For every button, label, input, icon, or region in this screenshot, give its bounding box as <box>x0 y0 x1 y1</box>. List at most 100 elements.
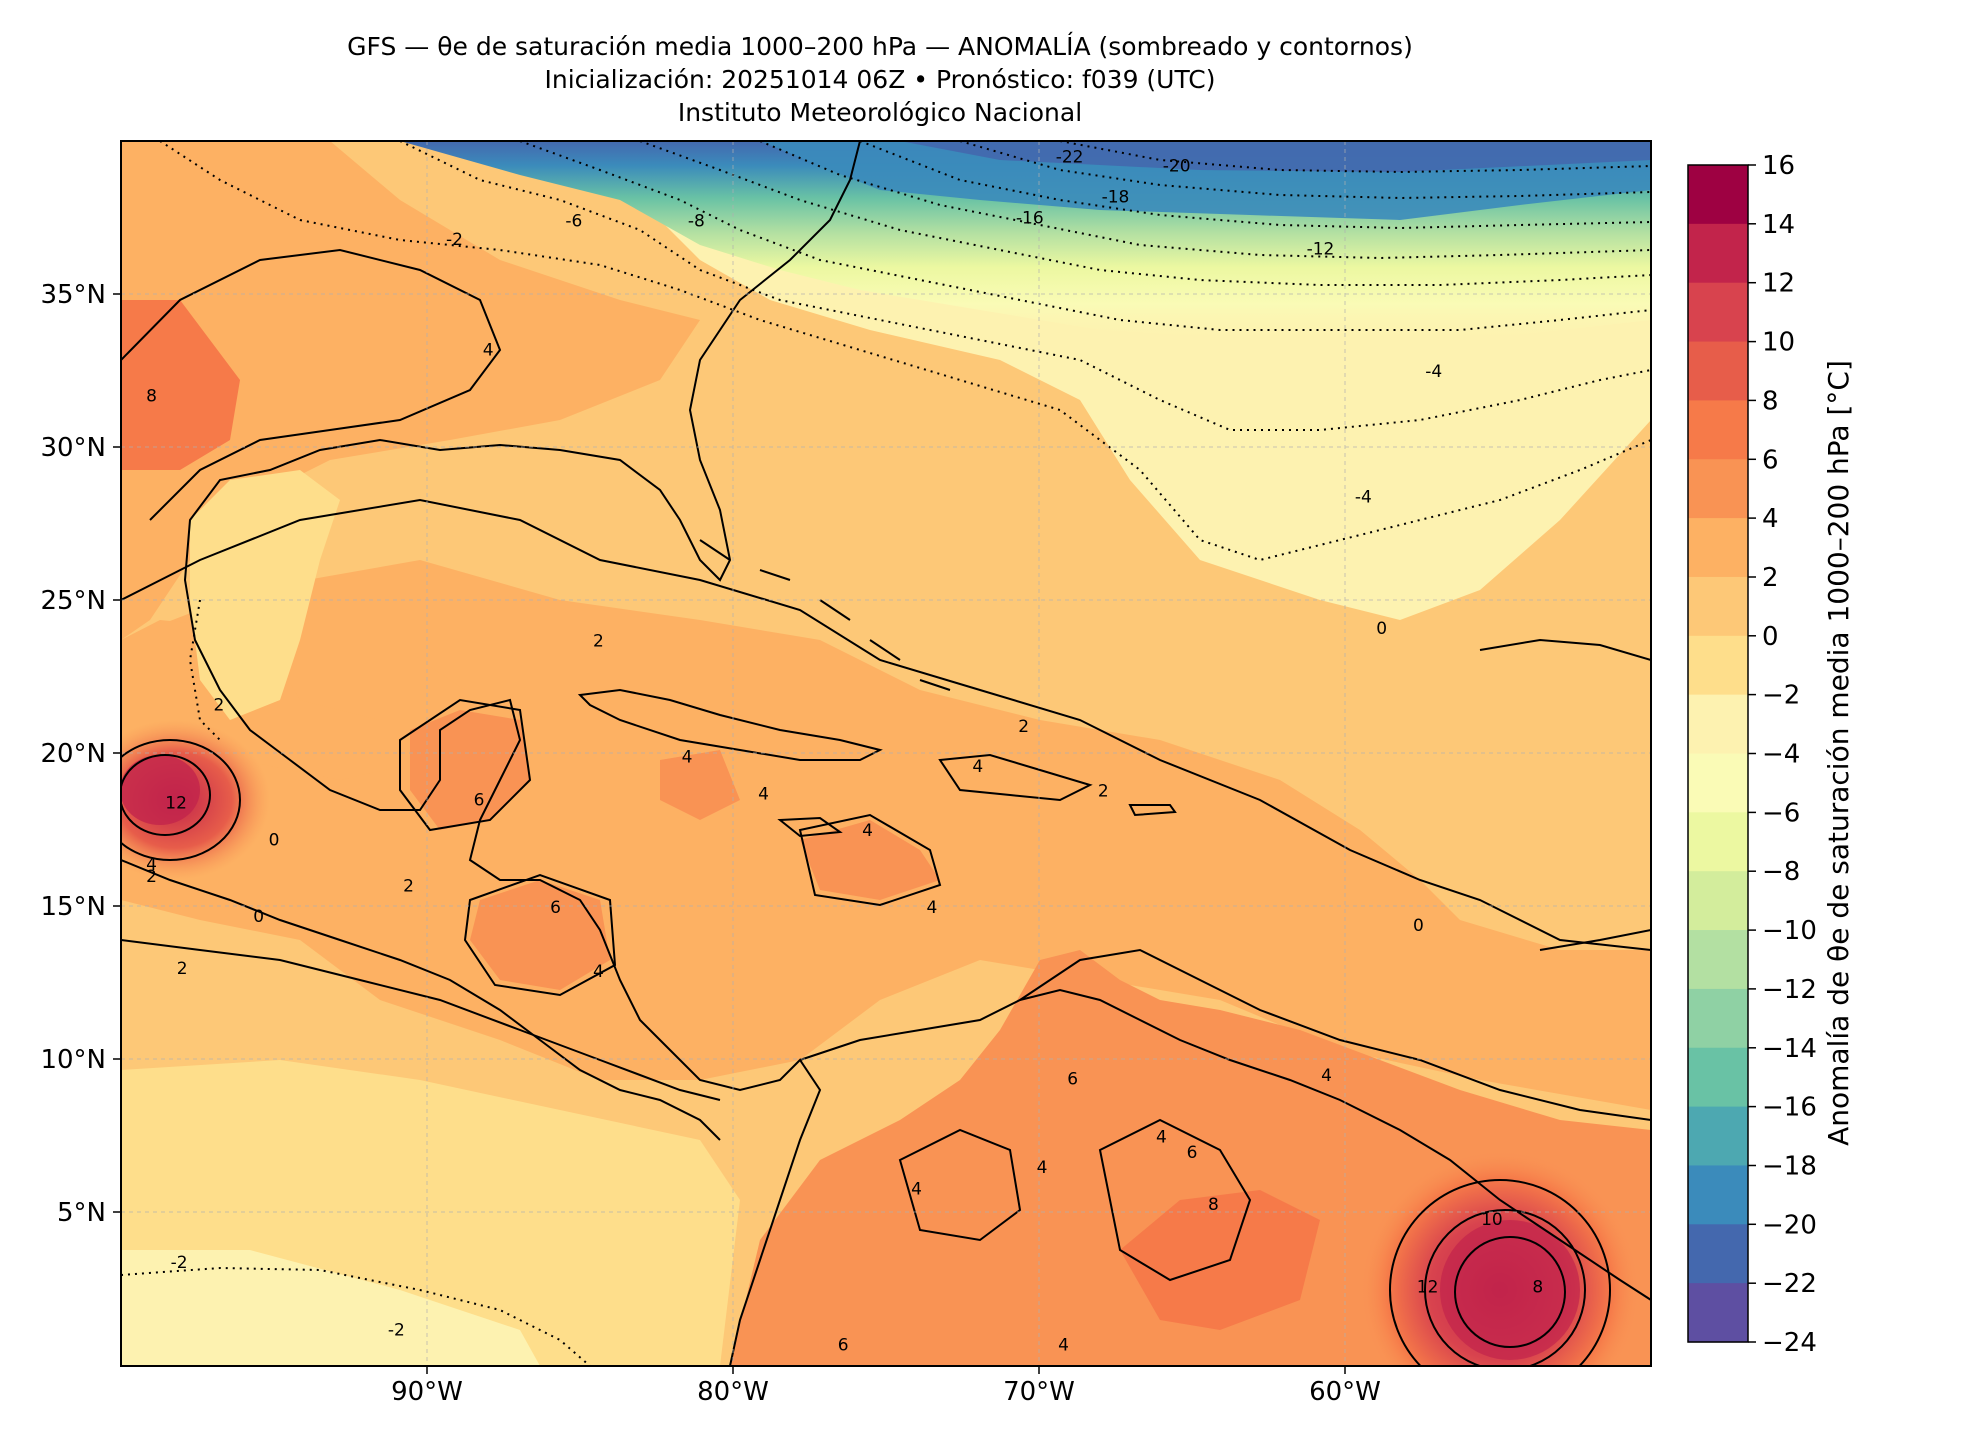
contour-label: 6 <box>1187 1143 1198 1163</box>
colorbar-tick-label: −14 <box>1762 1034 1817 1064</box>
contour-label: 0 <box>1413 916 1424 936</box>
contour-label: 4 <box>758 784 769 804</box>
colorbar-bin <box>1688 518 1748 578</box>
colorbar-bin <box>1688 871 1748 931</box>
x-tick-label: 90°W <box>391 1377 463 1407</box>
colorbar-bin <box>1688 282 1748 343</box>
colorbar-tick-label: 6 <box>1762 445 1779 475</box>
contour-label: 2 <box>177 959 188 979</box>
contour-label: 4 <box>1058 1336 1069 1356</box>
colorbar-tick-label: −16 <box>1762 1093 1817 1123</box>
contour-label: -12 <box>1307 239 1335 259</box>
contour-label: -4 <box>1355 487 1372 507</box>
contour-label: 2 <box>593 631 604 651</box>
colorbar-bin <box>1688 341 1748 401</box>
institution-label: Instituto Meteorológico Nacional <box>677 98 1083 127</box>
contour-label: 2 <box>403 876 414 896</box>
contour-label: 4 <box>1321 1066 1332 1086</box>
colorbar-bin <box>1688 400 1748 460</box>
colorbar-tick-label: 4 <box>1762 504 1779 534</box>
colorbar-tick-label: −10 <box>1762 916 1817 946</box>
y-tick-label: 35°N <box>40 280 106 310</box>
map-subtitle: Inicialización: 20251014 06Z • Pronóstic… <box>544 65 1216 94</box>
contour-label: 0 <box>1376 619 1387 639</box>
colorbar: 16 14 12 10 8 6 4 2 0 −2 −4 −6 −8 −10 −12 −14 −16 −18 −20 −… <box>1687 151 1855 1358</box>
x-tick-label: 60°W <box>1309 1377 1381 1407</box>
contour-label: 6 <box>1067 1069 1078 1089</box>
colorbar-bin <box>1688 223 1748 284</box>
contour-label: 2 <box>1018 717 1029 737</box>
colorbar-bin <box>1688 753 1748 813</box>
colorbar-tick-label: −20 <box>1762 1210 1817 1240</box>
map-field <box>121 141 1651 1366</box>
contour-label: 4 <box>972 757 983 777</box>
contour-label: 12 <box>165 794 187 814</box>
colorbar-bin <box>1688 1165 1748 1225</box>
colorbar-tick-label: 10 <box>1762 328 1795 358</box>
y-tick-label: 20°N <box>40 739 106 769</box>
colorbar-bin <box>1688 1047 1748 1108</box>
contour-label: -2 <box>446 230 463 250</box>
colorbar-bin <box>1688 576 1748 637</box>
colorbar-tick-label: −24 <box>1762 1328 1817 1358</box>
colorbar-tick-label: 0 <box>1762 622 1779 652</box>
contour-label: 6 <box>838 1336 849 1356</box>
x-tick-label: 80°W <box>697 1377 769 1407</box>
contour-label: 2 <box>1098 781 1109 801</box>
contour-label: -8 <box>688 212 705 232</box>
contour-label: 8 <box>1532 1278 1543 1298</box>
colorbar-bin <box>1688 694 1748 755</box>
contour-label: 6 <box>550 898 561 918</box>
colorbar-tick-label: 14 <box>1762 210 1795 240</box>
colorbar-bins <box>1688 165 1748 1343</box>
contour-label: -6 <box>565 212 582 232</box>
contour-label: 10 <box>1481 1210 1503 1230</box>
contour-label: 0 <box>269 830 280 850</box>
contours-negative <box>121 141 1651 1366</box>
contour-label: 4 <box>483 340 494 360</box>
contour-label: 4 <box>682 748 693 768</box>
colorbar-bin <box>1688 1106 1748 1167</box>
contours <box>121 248 1651 1366</box>
y-tick-label: 15°N <box>40 892 106 922</box>
colorbar-bin <box>1688 812 1748 872</box>
contour-label: 4 <box>1156 1127 1167 1147</box>
colorbar-label: Anomalía de θe de saturación media 1000–… <box>1822 360 1855 1146</box>
contour-label: 4 <box>862 821 873 841</box>
colorbar-tick-label: −22 <box>1762 1269 1817 1299</box>
contour-label: -18 <box>1102 187 1130 207</box>
contour-label: -22 <box>1056 147 1084 167</box>
colorbar-bin <box>1688 635 1748 696</box>
contour-label: 6 <box>474 791 485 811</box>
colorbar-tick-label: −4 <box>1762 740 1800 770</box>
contour-label: 4 <box>1037 1158 1048 1178</box>
y-tick-label: 5°N <box>57 1198 106 1228</box>
gridlines <box>121 141 1651 1366</box>
contour-label: -4 <box>1425 362 1442 382</box>
colorbar-bin <box>1688 459 1748 519</box>
colorbar-bin <box>1688 930 1748 990</box>
colorbar-tick-label: −18 <box>1762 1152 1817 1182</box>
contour-label: -2 <box>388 1320 405 1340</box>
contour-label: 4 <box>926 898 937 918</box>
contour-label: 8 <box>1208 1195 1219 1215</box>
x-axis: 90°W 80°W 70°W 60°W <box>391 1366 1381 1407</box>
colorbar-tick-label: −6 <box>1762 798 1800 828</box>
y-tick-label: 10°N <box>40 1045 106 1075</box>
colorbar-tick-label: −12 <box>1762 975 1817 1005</box>
y-tick-label: 25°N <box>40 586 106 616</box>
coastlines <box>121 141 1651 1366</box>
colorbar-bin <box>1688 1283 1748 1343</box>
contour-label: 2 <box>213 696 224 716</box>
colorbar-tick-label: 8 <box>1762 386 1779 416</box>
colorbar-ticks: 16 14 12 10 8 6 4 2 0 −2 −4 −6 −8 −10 −12 −14 −16 −18 −20 −… <box>1748 151 1817 1358</box>
y-axis: 35°N 30°N 25°N 20°N 15°N 10°N 5°N <box>40 280 121 1228</box>
contour-label: 4 <box>911 1180 922 1200</box>
contour-label: 2 <box>146 867 157 887</box>
y-tick-label: 30°N <box>40 433 106 463</box>
contour-label: -2 <box>171 1253 188 1273</box>
contour-label: 0 <box>253 907 264 927</box>
contour-label: 4 <box>146 855 157 875</box>
colorbar-tick-label: −2 <box>1762 681 1800 711</box>
